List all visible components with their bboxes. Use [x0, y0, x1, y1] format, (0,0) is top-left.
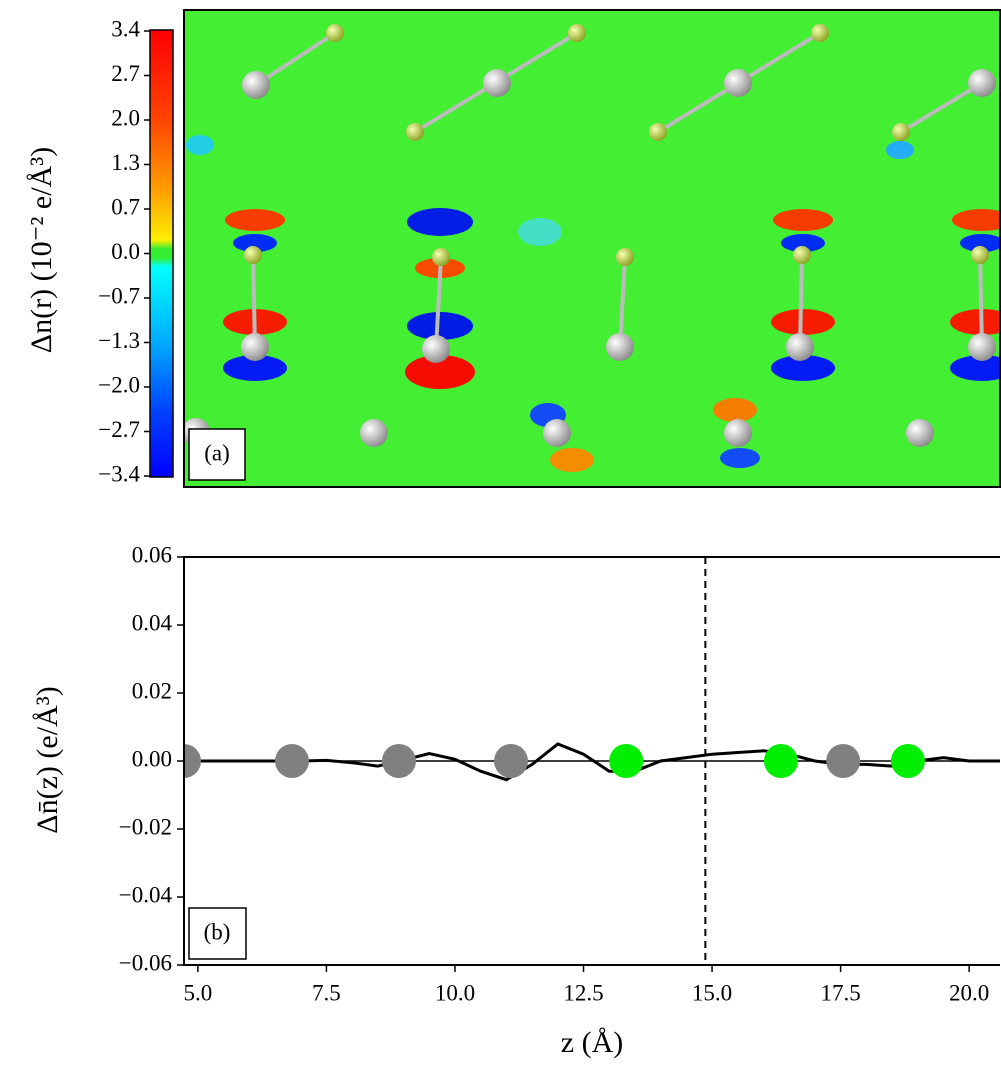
colorbar-tick-label: −2.7	[98, 417, 140, 442]
y-axis-label: Δn̄(z) (e/Å³)	[31, 686, 64, 833]
colorbar-tick-label: −2.0	[98, 372, 140, 397]
y-tick-label: −0.06	[119, 950, 172, 975]
colorbar-tick-label: 0.0	[111, 239, 140, 264]
x-tick-label: 5.0	[184, 980, 213, 1005]
colorbar-tick-label: 3.4	[111, 16, 140, 41]
panel-label-box	[188, 907, 247, 960]
panel-label-box	[188, 428, 246, 481]
colorbar-tick-label: −3.4	[98, 461, 140, 486]
density-map	[184, 10, 1000, 487]
x-tick-label: 10.0	[435, 980, 475, 1005]
x-axis-label: z (Å)	[561, 1026, 623, 1059]
colorbar-tick-label: 1.3	[111, 150, 140, 175]
colorbar-tick-label: −0.7	[98, 283, 140, 308]
atom-marker	[826, 744, 861, 778]
atom-marker	[609, 744, 644, 778]
atom-marker	[184, 744, 201, 778]
y-tick-label: 0.02	[132, 678, 172, 703]
y-tick-label: −0.02	[119, 814, 172, 839]
panel-label: (a)	[204, 440, 230, 465]
x-tick-label: 20.0	[949, 980, 989, 1005]
x-tick-label: 17.5	[820, 980, 860, 1005]
atom-marker	[381, 744, 416, 778]
atom-marker	[494, 744, 529, 778]
y-tick-label: 0.04	[132, 610, 173, 635]
colorbar-tick-label: 2.7	[111, 61, 140, 86]
colorbar-tick-label: 0.7	[111, 194, 140, 219]
atom-marker	[763, 744, 798, 778]
y-tick-label: 0.00	[132, 746, 172, 771]
map-frame	[183, 9, 1001, 488]
map-background	[184, 10, 1000, 487]
panel-label: (b)	[204, 919, 231, 944]
density-curve	[184, 742, 1000, 782]
colorbar-label: Δn(r) (10⁻² e/Å³)	[25, 147, 58, 353]
y-tick-label: −0.04	[119, 882, 173, 907]
x-tick-label: 12.5	[563, 980, 603, 1005]
density-lobes	[186, 135, 1000, 472]
plot-area	[184, 557, 1000, 965]
atom-marker	[890, 744, 925, 778]
y-tick-label: 0.06	[132, 542, 172, 567]
colorbar	[149, 29, 174, 478]
atom-marker	[274, 744, 309, 778]
x-tick-label: 7.5	[312, 980, 341, 1005]
atoms	[184, 24, 996, 447]
colorbar-tick-label: 2.0	[111, 105, 140, 130]
colorbar-tick-label: −1.3	[98, 328, 140, 353]
x-tick-label: 15.0	[692, 980, 732, 1005]
